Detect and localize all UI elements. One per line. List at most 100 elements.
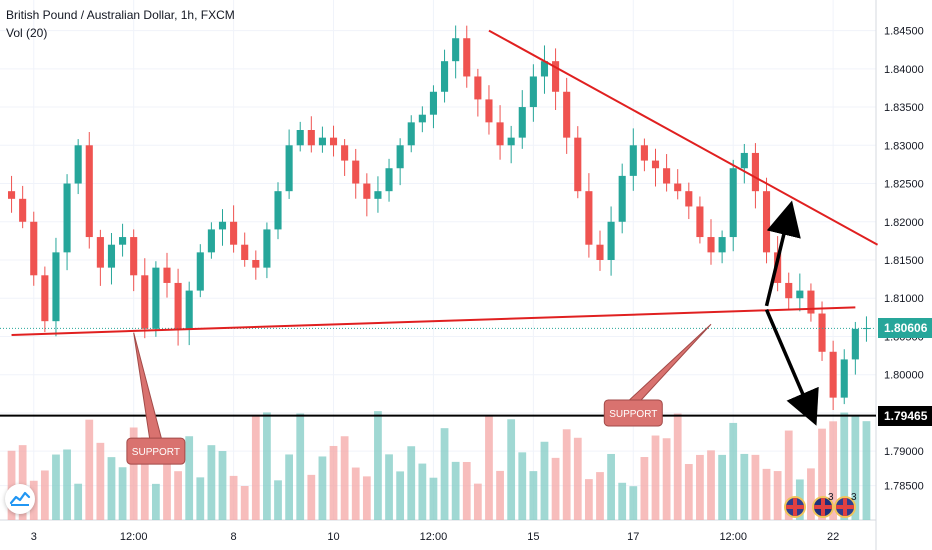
- candle-body: [341, 145, 349, 161]
- annotation-label: SUPPORT: [609, 409, 657, 420]
- candle-body: [440, 61, 449, 92]
- chart-title: British Pound / Australian Dollar, 1h, F…: [6, 8, 235, 22]
- volume-bar: [485, 415, 493, 520]
- candle-body: [485, 99, 493, 123]
- chart-legend: British Pound / Australian Dollar, 1h, F…: [6, 6, 235, 42]
- volume-bar: [374, 411, 382, 520]
- candle-body: [63, 183, 71, 253]
- volume-bar: [618, 482, 627, 520]
- candle-body: [385, 168, 393, 192]
- bearish-arrow: [764, 309, 819, 426]
- volume-bar: [718, 454, 727, 520]
- candle-body: [418, 114, 426, 123]
- volume-bar: [762, 468, 771, 520]
- volume-bar: [329, 445, 338, 520]
- volume-bar: [707, 450, 715, 520]
- candle-body: [474, 76, 482, 100]
- candle-body: [352, 160, 360, 184]
- volume-bar: [251, 414, 260, 520]
- volume-bar: [185, 436, 194, 520]
- volume-bar: [740, 453, 749, 520]
- candle-body: [141, 275, 149, 329]
- candle-body: [429, 91, 438, 115]
- candle-body: [751, 152, 759, 192]
- y-tick-label: 1.78500: [884, 481, 924, 493]
- candle-body: [252, 260, 260, 268]
- volume-bar: [851, 415, 860, 520]
- volume-bar: [18, 445, 27, 520]
- au-flag-event-icon[interactable]: [812, 496, 834, 518]
- candle-body: [7, 191, 16, 199]
- current-price-tag: 1.80606: [878, 318, 932, 339]
- volume-bar: [385, 454, 393, 520]
- candle-body: [629, 145, 637, 176]
- candle-body: [196, 252, 204, 291]
- candle-body: [107, 244, 116, 268]
- candle-body: [574, 137, 582, 192]
- candle-body: [85, 145, 93, 238]
- candle-body: [241, 244, 249, 260]
- candle-body: [796, 290, 804, 299]
- volume-bar: [518, 452, 527, 520]
- volume-bar: [40, 470, 49, 520]
- candle-body: [707, 237, 715, 253]
- volume-bar: [684, 464, 693, 520]
- candle-body: [862, 328, 871, 330]
- candle-body: [452, 38, 460, 62]
- volume-bar: [751, 454, 760, 520]
- volume-bar: [85, 419, 94, 520]
- support-trendline: [11, 306, 856, 336]
- volume-bar: [496, 470, 504, 520]
- candle-body: [274, 191, 282, 230]
- y-tick-label: 1.84500: [884, 26, 924, 38]
- candle-body: [119, 237, 127, 245]
- volume-bar: [540, 441, 549, 520]
- y-tick-label: 1.82000: [884, 217, 924, 229]
- volume-bar: [418, 463, 427, 520]
- candle-body: [30, 221, 38, 276]
- candle-body: [285, 145, 293, 192]
- candle-body: [329, 137, 338, 146]
- volume-bar: [274, 480, 282, 520]
- candle-body: [762, 191, 771, 253]
- volume-bar: [396, 471, 405, 520]
- support-line-price-tag: 1.79465: [878, 405, 932, 426]
- candle-body: [851, 328, 859, 360]
- candle-body: [185, 290, 193, 329]
- volume-bar: [584, 479, 593, 520]
- volume-bar: [318, 456, 327, 520]
- y-tick-label: 1.83000: [884, 140, 924, 152]
- annotation-pointer: [626, 323, 712, 403]
- volume-bar: [818, 428, 826, 520]
- volume-bar: [507, 419, 516, 520]
- volume-bar: [52, 454, 60, 520]
- volume-bar: [784, 430, 793, 520]
- volume-bar: [807, 468, 815, 520]
- uk-flag-event-icon[interactable]: [784, 496, 806, 518]
- volume-bar: [285, 454, 294, 520]
- candle-body: [174, 282, 182, 329]
- volume-bar: [218, 451, 227, 520]
- uk-flag-event-icon-2[interactable]: [834, 496, 856, 518]
- volume-bar: [174, 471, 182, 520]
- volume-bar: [407, 446, 416, 520]
- volume-bar: [229, 475, 238, 520]
- volume-bar: [440, 428, 449, 520]
- x-tick-label: 17: [627, 531, 639, 543]
- candle-body: [618, 175, 626, 222]
- candle-body: [407, 122, 415, 146]
- annotation-box: [126, 437, 186, 465]
- volume-bar: [673, 413, 682, 520]
- volume-bar: [340, 436, 349, 520]
- tradingview-logo-icon[interactable]: [5, 484, 35, 514]
- candle-body: [318, 137, 326, 146]
- volume-bar: [362, 476, 371, 520]
- candle-body: [307, 130, 315, 146]
- candle-body: [818, 313, 826, 352]
- candle-series: [7, 25, 871, 411]
- x-tick-label: 15: [527, 531, 539, 543]
- candle-body: [96, 237, 104, 268]
- candle-body: [740, 152, 748, 169]
- candle-body: [496, 122, 504, 146]
